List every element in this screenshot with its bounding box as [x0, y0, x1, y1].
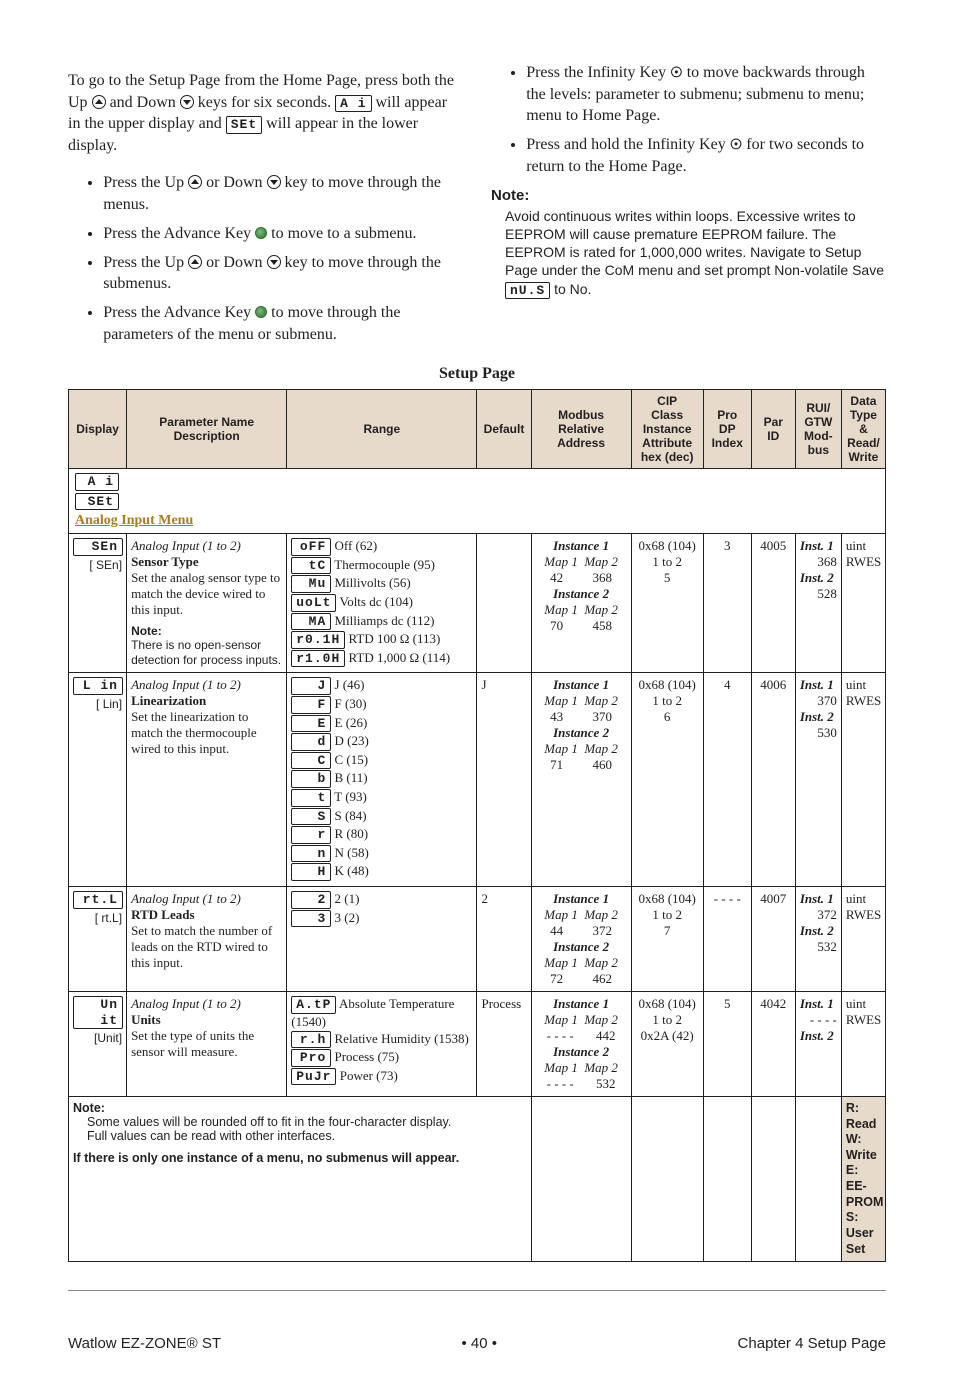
list-item: Press and hold the Infinity Key ☉ for tw… — [526, 134, 886, 177]
up-icon — [92, 95, 106, 109]
infinity-icon: ☉ — [670, 67, 683, 81]
cell-display: SEn[ SEn] — [69, 534, 127, 673]
cell-parid: 4007 — [751, 886, 795, 991]
cell-cip: 0x68 (104) 1 to 2 6 — [631, 673, 703, 887]
seg-nus: nU.S — [505, 282, 550, 300]
table-row: L in[ Lin]Analog Input (1 to 2)Lineariza… — [69, 673, 886, 887]
cell-dtw: uint RWES — [841, 534, 885, 673]
cell-range: oFF Off (62)tC Thermocouple (95)Mu Milli… — [287, 534, 477, 673]
table-row: rt.L[ rt.L]Analog Input (1 to 2)RTD Lead… — [69, 886, 886, 991]
cell-dtw: uint RWES — [841, 673, 885, 887]
cell-rui: Inst. 1370Inst. 2530 — [795, 673, 841, 887]
th-parid: Par ID — [751, 390, 795, 469]
down-icon — [267, 255, 281, 269]
cell-rui: Inst. 1- - - -Inst. 2 — [795, 991, 841, 1096]
cell-modbus: Instance 1Map 1 Map 2- - - -442Instance … — [531, 991, 631, 1096]
th-name: Parameter Name Description — [127, 390, 287, 469]
cell-dtw: uint RWES — [841, 991, 885, 1096]
seg-display-ai: A i — [335, 95, 371, 113]
cell-cip: 0x68 (104) 1 to 2 5 — [631, 534, 703, 673]
footer-center: • 40 • — [462, 1335, 498, 1352]
th-default: Default — [477, 390, 531, 469]
list-item: Press the Advance Key to move through th… — [103, 302, 463, 345]
left-bullets: Press the Up or Down key to move through… — [103, 172, 463, 345]
th-modbus: Modbus Relative Address — [531, 390, 631, 469]
footer-right: Chapter 4 Setup Page — [738, 1335, 886, 1352]
cell-name: Analog Input (1 to 2)LinearizationSet th… — [127, 673, 287, 887]
cell-modbus: Instance 1Map 1 Map 242368Instance 2Map … — [531, 534, 631, 673]
menu-seg-2: SEt — [75, 493, 119, 511]
cell-cip: 0x68 (104) 1 to 2 0x2A (42) — [631, 991, 703, 1096]
cell-display: rt.L[ rt.L] — [69, 886, 127, 991]
parameter-table: Display Parameter Name Description Range… — [68, 389, 886, 1262]
menu-label: Analog Input Menu — [75, 513, 193, 528]
down-icon — [180, 95, 194, 109]
table-header-row: Display Parameter Name Description Range… — [69, 390, 886, 469]
footer-rule — [68, 1290, 886, 1291]
cell-default — [477, 534, 531, 673]
th-prodp: Pro DP Index — [703, 390, 751, 469]
cell-default: Process — [477, 991, 531, 1096]
seg-display-set: SEt — [226, 116, 262, 134]
down-icon — [267, 175, 281, 189]
cell-range: A.tP Absolute Temperature (1540)r.h Rela… — [287, 991, 477, 1096]
th-dtw: Data Type & Read/ Write — [841, 390, 885, 469]
cell-cip: 0x68 (104) 1 to 2 7 — [631, 886, 703, 991]
table-row: SEn[ SEn]Analog Input (1 to 2)Sensor Typ… — [69, 534, 886, 673]
cell-modbus: Instance 1Map 1 Map 244372Instance 2Map … — [531, 886, 631, 991]
th-display: Display — [69, 390, 127, 469]
cell-prodp: 5 — [703, 991, 751, 1096]
note-heading: Note: — [491, 187, 529, 204]
right-column: Press the Infinity Key ☉ to move backwar… — [491, 54, 886, 353]
advance-icon — [255, 227, 267, 239]
cell-rui: Inst. 1368Inst. 2528 — [795, 534, 841, 673]
menu-row: A i SEt Analog Input Menu — [69, 469, 886, 534]
list-item: Press the Infinity Key ☉ to move backwar… — [526, 62, 886, 127]
cell-name: Analog Input (1 to 2)UnitsSet the type o… — [127, 991, 287, 1096]
list-item: Press the Up or Down key to move through… — [103, 252, 463, 295]
up-icon — [188, 175, 202, 189]
advance-icon — [255, 306, 267, 318]
menu-seg-1: A i — [75, 473, 119, 491]
cell-default: 2 — [477, 886, 531, 991]
table-title: Setup Page — [68, 365, 886, 383]
cell-name: Analog Input (1 to 2)RTD LeadsSet to mat… — [127, 886, 287, 991]
cell-name: Analog Input (1 to 2)Sensor TypeSet the … — [127, 534, 287, 673]
th-cip: CIP Class Instance Attribute hex (dec) — [631, 390, 703, 469]
cell-dtw: uint RWES — [841, 886, 885, 991]
footer-left: Watlow EZ-ZONE® ST — [68, 1335, 221, 1352]
footnote-row: Note:Some values will be rounded off to … — [69, 1096, 886, 1261]
right-bullets: Press the Infinity Key ☉ to move backwar… — [526, 62, 886, 177]
cell-prodp: 4 — [703, 673, 751, 887]
note-body: Avoid continuous writes within loops. Ex… — [505, 207, 886, 299]
th-range: Range — [287, 390, 477, 469]
note-block: Note: Avoid continuous writes within loo… — [491, 185, 886, 299]
cell-rui: Inst. 1372Inst. 2532 — [795, 886, 841, 991]
cell-range: 2 2 (1)3 3 (2) — [287, 886, 477, 991]
cell-default: J — [477, 673, 531, 887]
cell-prodp: - - - - — [703, 886, 751, 991]
page-footer: Watlow EZ-ZONE® ST • 40 • Chapter 4 Setu… — [68, 1327, 886, 1352]
list-item: Press the Up or Down key to move through… — [103, 172, 463, 215]
cell-display: Un it[Unit] — [69, 991, 127, 1096]
cell-display: L in[ Lin] — [69, 673, 127, 887]
cell-parid: 4006 — [751, 673, 795, 887]
table-row: Un it[Unit]Analog Input (1 to 2)UnitsSet… — [69, 991, 886, 1096]
cell-prodp: 3 — [703, 534, 751, 673]
cell-parid: 4005 — [751, 534, 795, 673]
infinity-icon: ☉ — [730, 139, 743, 153]
intro-left-para: To go to the Setup Page from the Home Pa… — [68, 70, 463, 156]
cell-range: J J (46)F F (30)E E (26)d D (23)C C (15)… — [287, 673, 477, 887]
cell-parid: 4042 — [751, 991, 795, 1096]
list-item: Press the Advance Key to move to a subme… — [103, 223, 463, 245]
up-icon — [188, 255, 202, 269]
left-column: To go to the Setup Page from the Home Pa… — [68, 54, 463, 353]
th-rui: RUI/ GTW Mod- bus — [795, 390, 841, 469]
cell-modbus: Instance 1Map 1 Map 243370Instance 2Map … — [531, 673, 631, 887]
